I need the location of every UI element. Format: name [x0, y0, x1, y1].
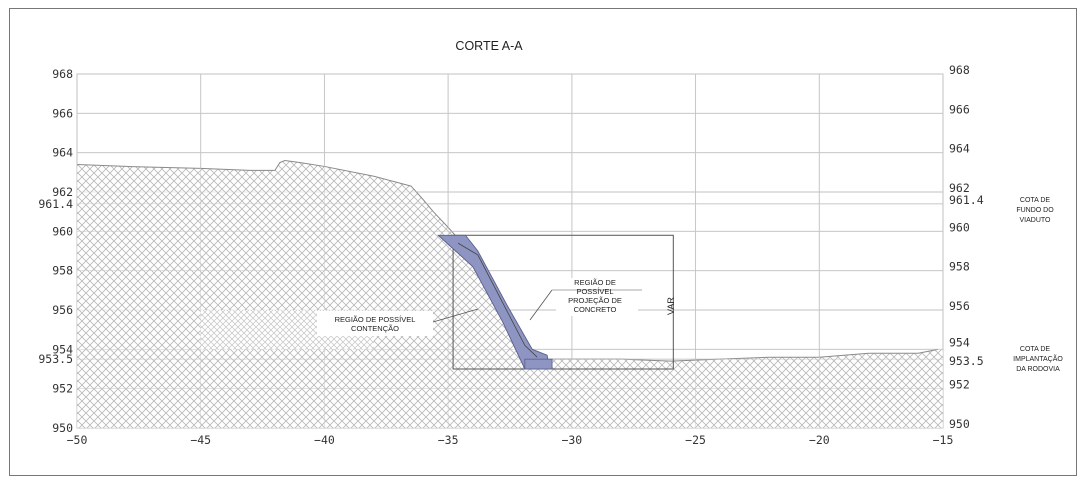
- y-tick-label-right: 968: [949, 63, 970, 77]
- y-tick-label-right: 958: [949, 260, 970, 274]
- cota-implantacao-line2: IMPLANTAÇÃO: [1013, 354, 1063, 363]
- var-box: [452, 234, 674, 370]
- y-tick-label-left: 964: [52, 146, 73, 160]
- y-tick-label-right: 960: [949, 220, 970, 234]
- y-tick-label-left: 952: [52, 382, 73, 396]
- y-tick-label-left: 962: [52, 185, 73, 199]
- y-tick-label-right: 966: [949, 102, 970, 116]
- concrete-label-box: [556, 278, 638, 316]
- y-tick-label-right: 962: [949, 181, 970, 195]
- y-tick-label-right: 961.4: [949, 193, 984, 207]
- cota-fundo-label: COTA DE FUNDO DO VIADUTO: [1016, 197, 1054, 224]
- y-tick-label-left: 956: [52, 303, 73, 317]
- concrete-label-line3: PROJEÇÃO DE: [568, 296, 622, 305]
- contention-label-box: [317, 311, 433, 336]
- concrete-leader: [529, 289, 553, 321]
- concrete-label-line4: CONCRETO: [574, 305, 617, 314]
- x-tick-label: −45: [190, 433, 211, 447]
- x-tick-label: −35: [438, 433, 459, 447]
- x-tick-label: −20: [809, 433, 830, 447]
- section-chart: CORTE A-A −50 −45 −40 −35 −30 −25 −20 −15 950 952…: [38, 39, 1063, 447]
- y-tick-label-left: 966: [52, 106, 73, 120]
- concrete-label: REGIÃO DE POSSÍVEL PROJEÇÃO DE CONCRETO: [568, 278, 622, 314]
- x-tick-label: −15: [933, 433, 954, 447]
- y-tick-label-right: 954: [949, 335, 970, 349]
- concrete-wall: [437, 234, 551, 370]
- wall-base: [524, 358, 553, 370]
- cota-fundo-line2: FUNDO DO: [1016, 207, 1054, 214]
- concrete-label-line2: POSSÍVEL: [576, 287, 613, 296]
- y-tick-label-left: 960: [52, 224, 73, 238]
- x-tick-label: −30: [561, 433, 582, 447]
- x-tick-label: −50: [67, 433, 88, 447]
- y-tick-label-right: 964: [949, 142, 970, 156]
- cota-implantacao-line3: DA RODOVIA: [1016, 366, 1060, 373]
- y-tick-label-left: 950: [52, 421, 73, 435]
- y-tick-label-left: 954: [52, 342, 73, 356]
- overlay-annotations: [200, 234, 674, 370]
- cota-fundo-line1: COTA DE: [1020, 197, 1051, 204]
- axes: −50 −45 −40 −35 −30 −25 −20 −15950952953.595495…: [38, 63, 983, 447]
- var-label: VAR: [666, 297, 676, 315]
- x-tick-label: −25: [685, 433, 706, 447]
- y-tick-label-left: 968: [52, 67, 73, 81]
- contention-leader: [432, 308, 479, 323]
- contention-label-line1: REGIÃO DE POSSÍVEL: [335, 315, 416, 324]
- concrete-label-line1: REGIÃO DE: [574, 278, 616, 287]
- cota-implantacao-label: COTA DE IMPLANTAÇÃO DA RODOVIA: [1013, 346, 1063, 373]
- y-tick-label-right: 956: [949, 299, 970, 313]
- y-tick-label-right: 953.5: [949, 354, 984, 368]
- figure-frame: CORTE A-A −50 −45 −40 −35 −30 −25 −20 −15 950 952…: [9, 8, 1077, 476]
- cota-fundo-line3: VIADUTO: [1020, 217, 1052, 224]
- terrain-area: [77, 160, 943, 429]
- x-tick-label: −40: [314, 433, 335, 447]
- y-tick-label-right: 952: [949, 378, 970, 392]
- chart-title: CORTE A-A: [455, 39, 523, 53]
- contention-label: REGIÃO DE POSSÍVEL CONTENÇÃO: [335, 315, 416, 333]
- y-tick-label-right: 950: [949, 417, 970, 431]
- y-tick-label-left: 953.5: [38, 352, 73, 366]
- y-tick-label-left: 958: [52, 264, 73, 278]
- y-tick-label-left: 961.4: [38, 197, 73, 211]
- contention-label-line2: CONTENÇÃO: [351, 324, 399, 333]
- terrain-profile: [76, 73, 944, 429]
- wall-inner-line: [457, 242, 538, 358]
- cota-implantacao-line1: COTA DE: [1020, 346, 1051, 353]
